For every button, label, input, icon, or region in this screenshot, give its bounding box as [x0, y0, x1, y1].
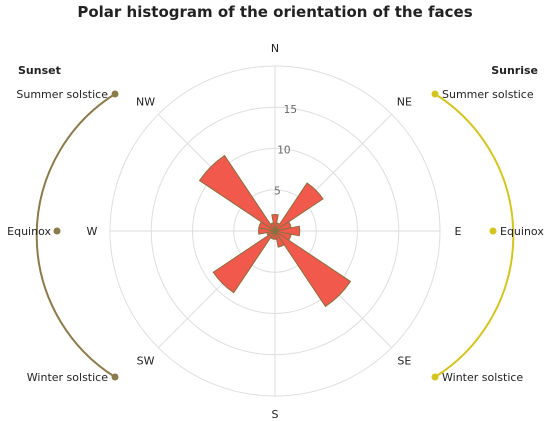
sunrise-marker-1 [489, 227, 497, 235]
bar-15 [269, 222, 276, 232]
direction-label-sw: SW [137, 354, 155, 367]
radial-tick-10: 10 [277, 145, 290, 157]
direction-label-nw: NW [136, 96, 155, 109]
direction-label-se: SE [397, 354, 411, 367]
bar-2 [274, 182, 324, 232]
bar-4 [274, 225, 301, 237]
direction-labels: N NE E SE S SW W NW 5 10 15 [87, 42, 462, 421]
sunset-marker-0 [111, 90, 119, 98]
direction-label-ne: NE [397, 96, 412, 109]
bar-10 [212, 230, 276, 294]
bar-6 [274, 230, 352, 308]
sunset-label-1: Equinox [7, 225, 51, 238]
direction-label-e: E [455, 225, 462, 238]
sunrise-arc [434, 93, 515, 378]
sunrise-marker-0 [431, 90, 439, 98]
bar-14 [198, 154, 276, 232]
direction-label-w: W [87, 225, 98, 238]
sun-arcs: Sunset Summer solstice Equinox Winter solst… [7, 64, 544, 384]
sunset-arc [35, 93, 116, 378]
sunset-marker-1 [53, 227, 61, 235]
bar-7 [274, 230, 285, 248]
sunset-label-2: Winter solstice [27, 371, 108, 384]
direction-label-s: S [272, 408, 279, 421]
direction-label-n: N [271, 42, 279, 55]
sunrise-label-0: Summer solstice [442, 88, 534, 101]
sunrise-label-1: Equinox [500, 225, 544, 238]
sunrise-marker-2 [431, 373, 439, 381]
radial-tick-5: 5 [274, 185, 281, 197]
sunset-label-0: Summer solstice [16, 88, 108, 101]
sunset-marker-2 [111, 373, 119, 381]
radial-tick-15: 15 [284, 104, 297, 116]
bar-0 [271, 214, 279, 232]
sunrise-title: Sunrise [491, 64, 538, 77]
chart-title: Polar histogram of the orientation of th… [77, 3, 472, 21]
sunset-title: Sunset [18, 64, 61, 77]
sunrise-label-2: Winter solstice [442, 371, 523, 384]
histogram-bars [198, 154, 352, 308]
